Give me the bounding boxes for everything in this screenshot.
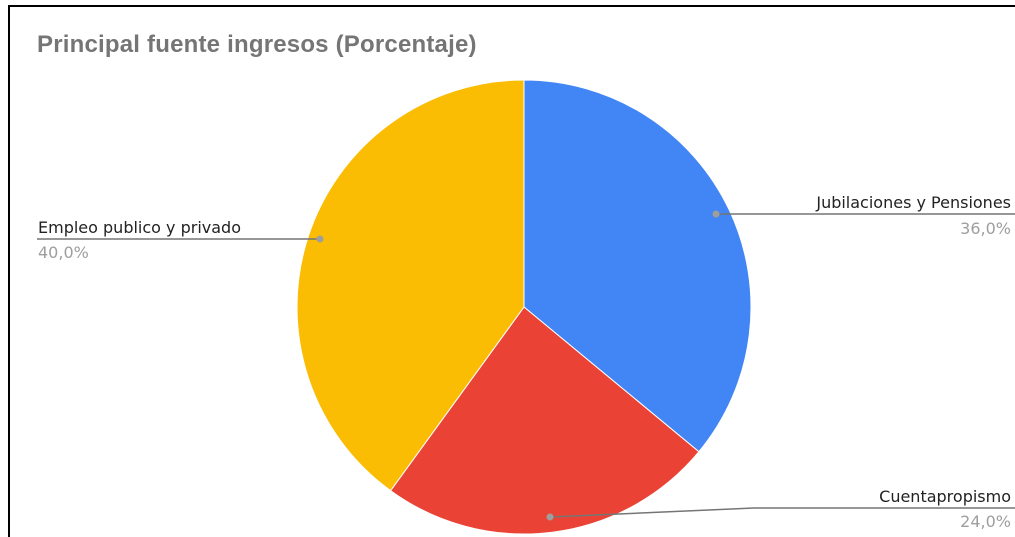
slice-label-empleo-publico-y-privado: Empleo publico y privado xyxy=(38,218,241,237)
callout-line-cuentapropismo xyxy=(549,507,1015,518)
callout-dot-empleo-publico-y-privado xyxy=(316,235,324,243)
slice-label-jubilaciones-y-pensiones: Jubilaciones y Pensiones xyxy=(815,193,1011,212)
slice-percent-cuentapropismo: 24,0% xyxy=(960,512,1011,531)
pie-slice-jubilaciones-y-pensiones[interactable] xyxy=(523,79,752,453)
callout-dot-cuentapropismo xyxy=(546,513,554,521)
slice-percent-jubilaciones-y-pensiones: 36,0% xyxy=(960,219,1011,238)
slice-labels: Jubilaciones y Pensiones 36,0% Cuentapropi… xyxy=(37,193,1015,531)
pie-slices xyxy=(296,79,752,535)
callout-dot-jubilaciones-y-pensiones xyxy=(712,210,720,218)
pie-slice-empleo-publico-y-privado[interactable] xyxy=(296,79,525,492)
chart-title: Principal fuente ingresos (Porcentaje) xyxy=(37,31,477,58)
slice-label-cuentapropismo: Cuentapropismo xyxy=(879,487,1011,506)
pie-slice-cuentapropismo[interactable] xyxy=(389,306,700,535)
slice-percent-empleo-publico-y-privado: 40,0% xyxy=(38,243,89,262)
